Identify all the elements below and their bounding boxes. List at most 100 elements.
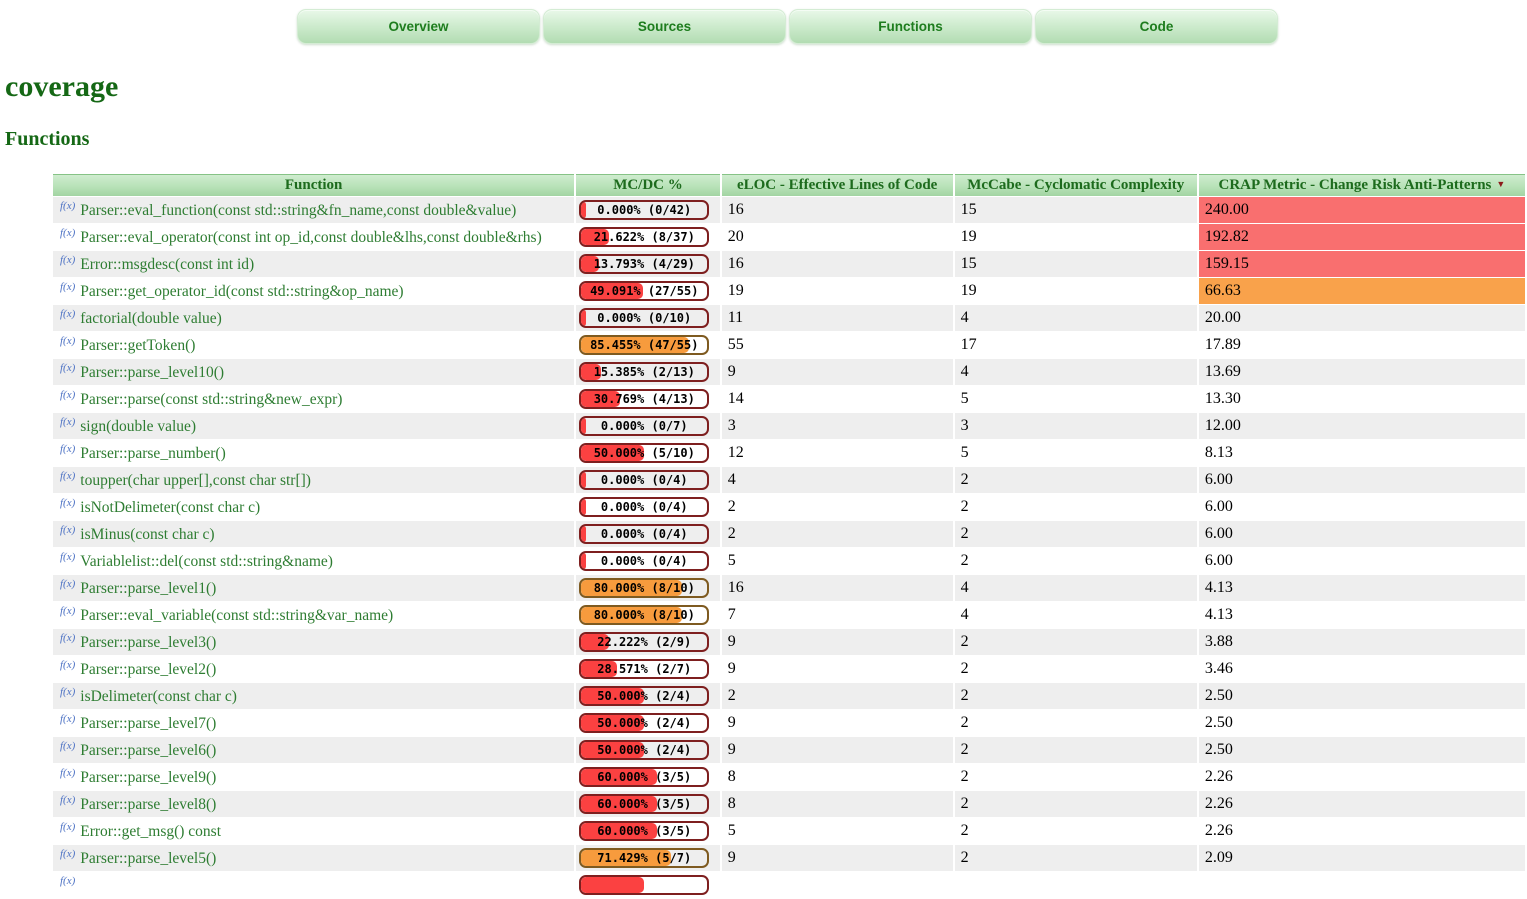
column-header-mcdc[interactable]: MC/DC % — [576, 174, 720, 196]
function-link[interactable]: Parser::parse_number() — [80, 445, 226, 463]
function-cell: f(x) Parser::parse_number() — [53, 440, 575, 466]
function-link[interactable]: isDelimeter(const char c) — [80, 688, 237, 706]
mcdc-cell: 60.000% (3/5) — [576, 764, 720, 790]
mcdc-bar-fill — [581, 661, 618, 677]
function-link[interactable]: sign(double value) — [80, 418, 197, 436]
eloc-value: 9 — [721, 737, 953, 763]
function-link[interactable]: Parser::eval_operator(const int op_id,co… — [80, 229, 542, 247]
table-row: f(x) Parser::getToken() 85.455% (47/55) 5… — [53, 332, 1525, 358]
function-link[interactable]: Parser::parse_level10() — [80, 364, 225, 382]
mccabe-value: 2 — [954, 629, 1197, 655]
mcdc-label: 0.000% (0/42) — [597, 203, 692, 217]
function-link[interactable]: Parser::getToken() — [80, 337, 196, 355]
column-header-eloc[interactable]: eLOC - Effective Lines of Code — [721, 174, 953, 196]
function-link[interactable]: Parser::parse_level5() — [80, 850, 217, 868]
function-icon: f(x) — [60, 334, 76, 347]
mccabe-value: 4 — [954, 359, 1197, 385]
table-row: f(x) isMinus(const char c) 0.000% (0/4) 2… — [53, 521, 1525, 547]
mcdc-label: 60.000% (3/5) — [597, 770, 692, 784]
function-link[interactable]: Error::msgdesc(const int id) — [80, 256, 255, 274]
mcdc-bar-fill — [581, 526, 587, 542]
mcdc-label: 60.000% (3/5) — [597, 797, 692, 811]
crap-value: 20.00 — [1198, 305, 1525, 331]
mcdc-cell: 0.000% (0/4) — [576, 467, 720, 493]
tab-code[interactable]: Code — [1035, 9, 1278, 44]
table-row: f(x) Parser::parse(const std::string&new_… — [53, 386, 1525, 412]
mcdc-coverage-bar: 60.000% (3/5) — [579, 767, 710, 787]
table-row: f(x) Parser::get_operator_id(const std::s… — [53, 278, 1525, 304]
table-row: f(x) Parser::eval_variable(const std::str… — [53, 602, 1525, 628]
column-header-mcdc-label: MC/DC % — [613, 177, 683, 193]
function-icon: f(x) — [60, 199, 76, 212]
mcdc-cell: 13.793% (4/29) — [576, 251, 720, 277]
mcdc-coverage-bar: 80.000% (8/10) — [579, 578, 710, 598]
mcdc-coverage-bar: 22.222% (2/9) — [579, 632, 710, 652]
mcdc-label: 60.000% (3/5) — [597, 824, 692, 838]
mcdc-cell: 85.455% (47/55) — [576, 332, 720, 358]
mccabe-value: 19 — [954, 278, 1197, 304]
mcdc-coverage-bar — [579, 875, 710, 895]
mcdc-coverage-bar: 85.455% (47/55) — [579, 335, 710, 355]
mcdc-bar-fill — [581, 499, 587, 515]
tab-overview[interactable]: Overview — [297, 9, 540, 44]
function-link[interactable]: Parser::parse_level3() — [80, 634, 217, 652]
tab-bar: Overview Sources Functions Code — [0, 0, 1527, 44]
function-link[interactable]: Parser::parse_level7() — [80, 715, 217, 733]
crap-value: 8.13 — [1198, 440, 1525, 466]
mcdc-bar-fill — [581, 202, 587, 218]
mcdc-cell: 30.769% (4/13) — [576, 386, 720, 412]
column-header-function[interactable]: Function — [53, 174, 575, 196]
column-header-crap-label: CRAP Metric - Change Risk Anti-Patterns — [1218, 177, 1492, 193]
function-link[interactable]: Parser::parse_level1() — [80, 580, 217, 598]
table-row: f(x) Variablelist::del(const std::string&… — [53, 548, 1525, 574]
mcdc-bar-fill — [581, 445, 645, 461]
function-link[interactable]: Parser::parse_level9() — [80, 769, 217, 787]
eloc-value: 9 — [721, 710, 953, 736]
function-link[interactable]: Parser::parse_level2() — [80, 661, 217, 679]
function-link[interactable]: Parser::parse_level6() — [80, 742, 217, 760]
column-header-eloc-label: eLOC - Effective Lines of Code — [736, 177, 938, 193]
function-link[interactable]: isMinus(const char c) — [80, 526, 215, 544]
mcdc-coverage-bar: 71.429% (5/7) — [579, 848, 710, 868]
functions-table: Function MC/DC % eLOC - Effective Lines … — [51, 173, 1527, 899]
crap-value: 3.46 — [1198, 656, 1525, 682]
function-link[interactable]: Parser::parse_level8() — [80, 796, 217, 814]
eloc-value: 9 — [721, 656, 953, 682]
mccabe-value: 2 — [954, 548, 1197, 574]
tab-functions[interactable]: Functions — [789, 9, 1032, 44]
table-row: f(x) Parser::parse_level1() 80.000% (8/10… — [53, 575, 1525, 601]
function-link[interactable]: Error::get_msg() const — [80, 823, 222, 841]
section-heading: Functions — [5, 128, 90, 150]
mcdc-bar-fill — [581, 553, 587, 569]
mcdc-cell: 0.000% (0/42) — [576, 197, 720, 223]
function-link[interactable]: Parser::get_operator_id(const std::strin… — [80, 283, 404, 301]
function-link[interactable]: factorial(double value) — [80, 310, 222, 328]
eloc-value: 9 — [721, 629, 953, 655]
table-row: f(x) Parser::parse_level3() 22.222% (2/9)… — [53, 629, 1525, 655]
function-link[interactable]: toupper(char upper[],const char str[]) — [80, 472, 311, 490]
tab-sources[interactable]: Sources — [543, 9, 786, 44]
function-link[interactable]: Parser::eval_variable(const std::string&… — [80, 607, 394, 625]
mccabe-value: 2 — [954, 764, 1197, 790]
function-link[interactable]: Variablelist::del(const std::string&name… — [80, 553, 333, 571]
table-row: f(x) — [53, 872, 1525, 898]
mcdc-bar-fill — [581, 337, 689, 353]
column-header-mccabe[interactable]: McCabe - Cyclomatic Complexity — [954, 174, 1197, 196]
function-icon: f(x) — [60, 361, 76, 374]
column-header-crap[interactable]: CRAP Metric - Change Risk Anti-Patterns ▼ — [1198, 174, 1525, 196]
mcdc-cell — [576, 872, 720, 898]
mcdc-coverage-bar: 0.000% (0/42) — [579, 200, 710, 220]
mcdc-cell: 0.000% (0/10) — [576, 305, 720, 331]
function-link[interactable]: Parser::parse(const std::string&new_expr… — [80, 391, 343, 409]
function-icon: f(x) — [60, 577, 76, 590]
function-cell: f(x) Variablelist::del(const std::string&… — [53, 548, 575, 574]
mccabe-value — [954, 872, 1197, 898]
eloc-value: 9 — [721, 845, 953, 871]
function-cell: f(x) Parser::parse_level5() — [53, 845, 575, 871]
function-icon: f(x) — [60, 712, 76, 725]
mcdc-label: 80.000% (8/10) — [593, 581, 695, 595]
mccabe-value: 17 — [954, 332, 1197, 358]
mcdc-bar-fill — [581, 229, 609, 245]
function-link[interactable]: Parser::eval_function(const std::string&… — [80, 202, 517, 220]
function-link[interactable]: isNotDelimeter(const char c) — [80, 499, 261, 517]
